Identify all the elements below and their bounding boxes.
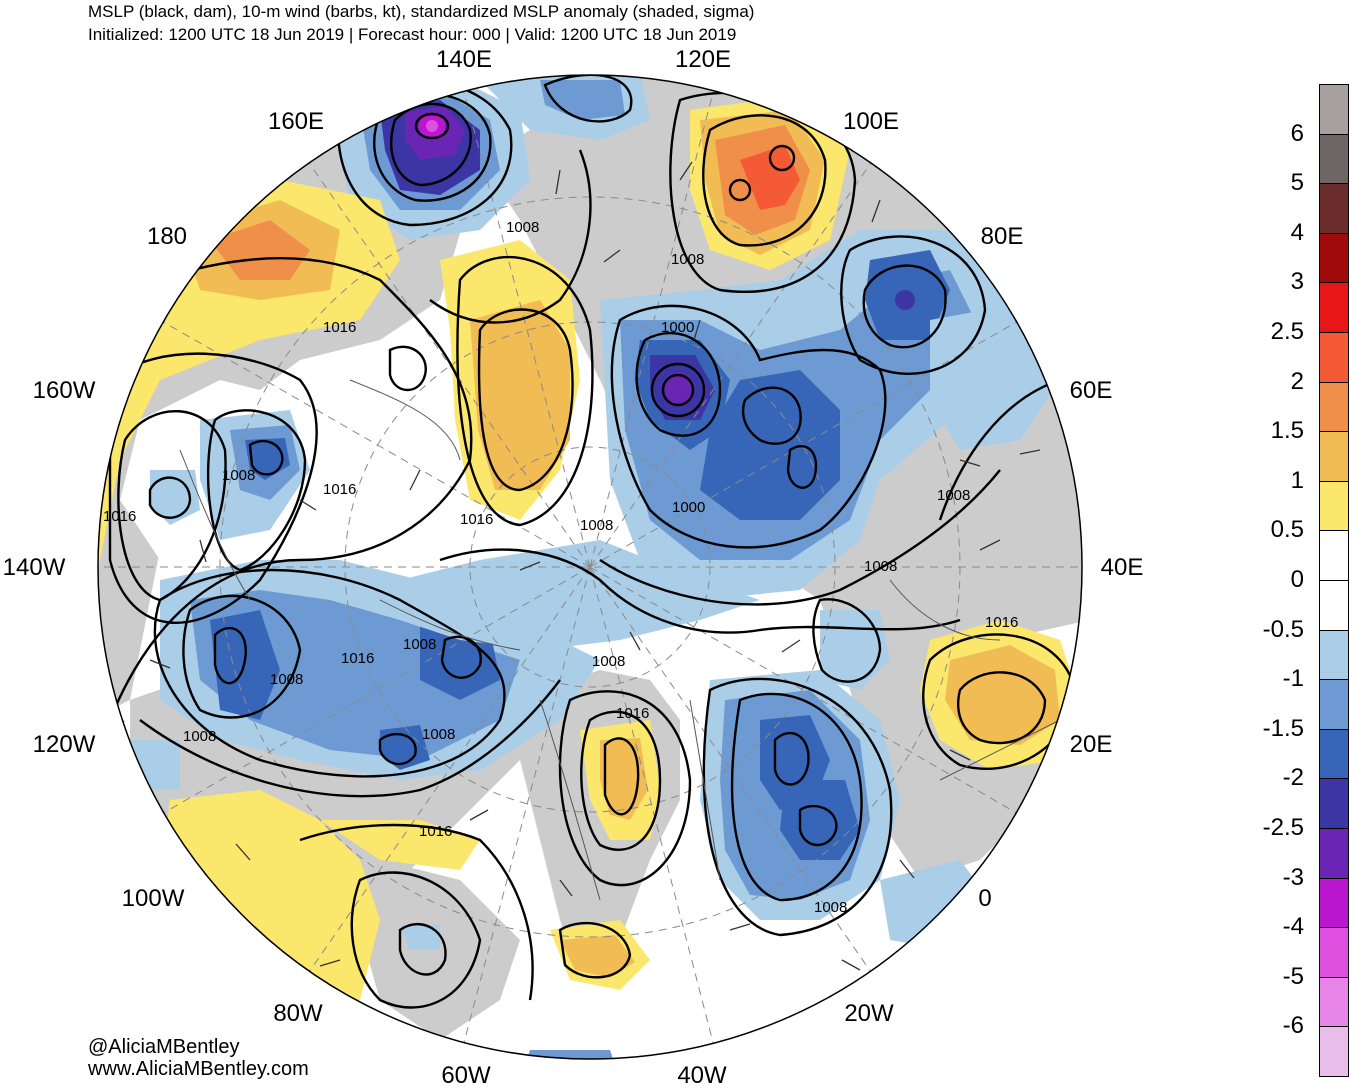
colorbar-segment <box>1319 976 1349 1028</box>
isobar-labels: 1008 1008 1016 1000 1016 1008 1016 1016 … <box>92 219 1018 916</box>
isobar-label: 1016 <box>460 511 493 528</box>
lon-label-160w: 160W <box>32 377 96 404</box>
credit-website: www.AliciaMBentley.com <box>88 1058 309 1080</box>
lon-label-60w: 60W <box>441 1062 491 1089</box>
isobar-label: 1016 <box>341 650 374 667</box>
isobar-label: 1016 <box>985 614 1018 631</box>
colorbar-segment <box>1319 828 1349 879</box>
colorbar-segment <box>1319 778 1349 829</box>
isobar-label: 1016 <box>419 823 452 840</box>
isobar-label: 1008 <box>814 899 847 916</box>
coastlines <box>179 379 1061 901</box>
colorbar-segment <box>1319 232 1349 284</box>
lon-label-120w: 120W <box>32 731 96 758</box>
colorbar-segment <box>1319 431 1349 482</box>
lon-label-60e: 60E <box>1069 377 1113 404</box>
colorbar-segment <box>1319 927 1349 978</box>
isobar-label: 1008 <box>580 517 613 534</box>
colorbar-segment <box>1319 133 1349 185</box>
isobar-label: 1008 <box>506 219 539 236</box>
isobar-label: 1008 <box>592 653 625 670</box>
isobar-label: 1016 <box>616 705 649 722</box>
lon-label-100e: 100E <box>842 108 900 135</box>
lon-label-160e: 160E <box>267 108 325 135</box>
lon-label-120e: 120E <box>674 46 732 73</box>
colorbar-segment <box>1319 877 1349 929</box>
lon-label-20e: 20E <box>1069 731 1113 758</box>
lon-label-20w: 20W <box>844 1000 894 1027</box>
colorbar-segment <box>1319 728 1349 780</box>
map-title: MSLP (black, dam), 10-m wind (barbs, kt)… <box>88 2 755 21</box>
colorbar-segment <box>1319 679 1349 730</box>
map-subtitle: Initialized: 1200 UTC 18 Jun 2019 | Fore… <box>88 25 737 44</box>
isobar-label: 1008 <box>864 558 897 575</box>
colorbar-segment <box>1319 332 1349 383</box>
lon-label-140e: 140E <box>435 46 493 73</box>
isobar-label: 1008 <box>671 251 704 268</box>
colorbar-segment <box>1319 183 1349 234</box>
colorbar-segment <box>1319 629 1349 681</box>
colorbar-segment <box>1319 282 1349 333</box>
isobar-label: 1000 <box>661 319 694 336</box>
isobar-label: 1016 <box>103 508 136 525</box>
colorbar-segment <box>1319 1026 1349 1077</box>
isobar-label: 1008 <box>183 728 216 745</box>
lon-label-80e: 80E <box>980 223 1024 250</box>
colorbar-segment <box>1319 530 1349 581</box>
lon-label-180: 180 <box>146 223 188 250</box>
lon-label-100w: 100W <box>121 885 185 912</box>
lon-label-40w: 40W <box>677 1062 727 1089</box>
credit-handle: @AliciaMBentley <box>88 1036 240 1058</box>
isobar-label: 1008 <box>222 467 255 484</box>
isobar-label: 1008 <box>403 636 436 653</box>
map-boundary <box>97 74 1083 1060</box>
isobar-label: 1000 <box>672 499 705 516</box>
colorbar-segment <box>1319 580 1349 631</box>
colorbar-segment <box>1319 381 1349 433</box>
isobar-label: 1016 <box>92 717 125 734</box>
isobar-label: 1008 <box>937 487 970 504</box>
isobar-label: 1008 <box>270 671 303 688</box>
graticule <box>98 84 1082 1051</box>
isobar-label: 1008 <box>422 726 455 743</box>
lon-label-80w: 80W <box>273 1000 323 1027</box>
colorbar-segment <box>1319 480 1349 532</box>
lon-label-0: 0 <box>978 885 992 912</box>
colorbar-segment <box>1319 84 1349 135</box>
lon-label-40e: 40E <box>1100 554 1144 581</box>
isobar-label: 1016 <box>323 319 356 336</box>
lon-label-140w: 140W <box>2 554 66 581</box>
isobar-label: 1016 <box>323 481 356 498</box>
